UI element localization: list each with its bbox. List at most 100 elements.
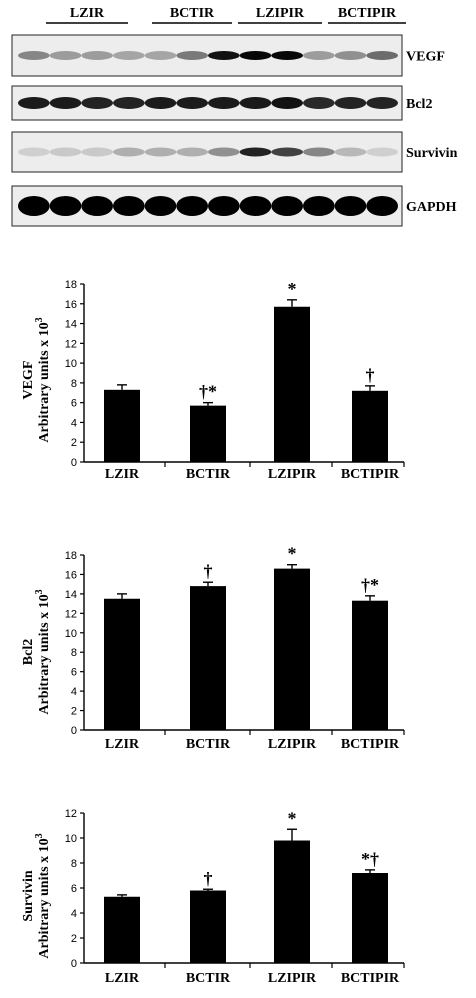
blot-band [271,51,303,60]
significance-label: †* [361,575,379,595]
blot-band [303,147,335,157]
y-tick-label: 4 [71,908,77,920]
y-tick-label: 8 [71,858,77,870]
western-blot-panel: LZIR BCTIR LZIPIR BCTIPIR VEGF Bcl2 Survivin GA… [11,6,458,227]
significance-label: * [288,279,297,299]
chart-panel: 0 2 4 6 8 10 12 14 16 18 LZIR †* BCTIR * LZIPIR † BCTIPI… [21,279,405,482]
y-tick-label: 12 [65,808,77,820]
y-tick-label: 6 [71,667,77,679]
blot-band [81,97,113,109]
chart-panel: 0 2 4 6 8 10 12 LZIR † BCTIR * LZIPIR *† BCTIPIR Survi… [21,808,405,986]
blot-band-label: VEGF [406,50,445,65]
y-axis-title-line2: Arbitrary units x 103 [34,317,52,442]
blot-band [18,147,50,157]
y-tick-label: 10 [65,628,77,640]
blot-band [112,196,145,216]
blot-band [271,97,303,109]
y-tick-label: 10 [65,358,77,370]
bar [104,598,140,730]
significance-label: *† [361,849,379,869]
blot-band [18,97,50,109]
y-tick-label: 16 [65,299,77,311]
blot-band [239,97,272,109]
y-tick-label: 14 [65,319,77,331]
blot-band [81,51,113,60]
blot-band [303,97,335,109]
blot-band [334,147,367,157]
blot-band [208,51,240,60]
y-tick-label: 12 [65,608,77,620]
y-axis-title-line2: Arbitrary units x 103 [34,589,52,714]
y-tick-label: 18 [65,279,77,291]
blot-group-label: LZIPIR [256,6,305,21]
x-tick-label: LZIR [105,737,140,752]
blot-band [144,51,177,60]
blot-band [144,147,177,157]
chart-panel: 0 2 4 6 8 10 12 14 16 18 LZIR † BCTIR * LZIPIR †* BCTIPI… [21,544,405,752]
blot-band [49,97,82,109]
blot-band [112,147,145,157]
blot-band [239,51,272,60]
y-tick-label: 4 [71,417,77,429]
blot-band [112,51,145,60]
y-tick-label: 0 [71,725,77,737]
bar [352,390,388,462]
blot-band [366,147,398,157]
y-tick-label: 14 [65,589,77,601]
blot-band [144,196,177,216]
x-tick-label: BCTIPIR [341,467,400,482]
y-tick-label: 8 [71,647,77,659]
x-tick-label: BCTIR [186,467,231,482]
significance-label: † [204,561,213,581]
y-tick-label: 0 [71,958,77,970]
blot-band [366,97,398,109]
blot-band [176,147,209,157]
y-tick-label: 2 [71,933,77,945]
significance-label: * [288,808,297,828]
significance-label: * [288,544,297,564]
y-tick-label: 18 [65,550,77,562]
blot-band-label: Survivin [406,146,458,161]
blot-band [366,196,398,216]
blot-band [49,147,82,157]
y-tick-label: 2 [71,437,77,449]
significance-label: † [366,365,375,385]
y-tick-label: 12 [65,338,77,350]
bar [190,405,226,462]
blot-band [208,196,240,216]
bar-charts: 024681012141618LZIR†*BCTIR*LZIPIR†BCTIPI… [21,279,405,986]
blot-band [176,97,209,109]
y-tick-label: 10 [65,833,77,845]
bar [274,306,310,462]
blot-band [271,196,303,216]
blot-band [239,147,272,157]
blot-band [303,51,335,60]
bar [352,600,388,730]
blot-band [334,51,367,60]
blot-band [81,196,113,216]
blot-band [176,51,209,60]
significance-label: † [204,868,213,888]
blot-band [271,147,303,157]
blot-band [49,51,82,60]
blot-group-label: LZIR [70,6,105,21]
y-axis-title-line1: Survivin [21,870,36,922]
x-tick-label: BCTIPIR [341,971,400,986]
x-tick-label: BCTIPIR [341,737,400,752]
blot-band [18,51,50,60]
blot-band [366,51,398,60]
x-tick-label: LZIPIR [268,971,317,986]
blot-band [112,97,145,109]
bar [190,890,226,963]
blot-band [208,97,240,109]
y-axis-title: Survivin Arbitrary units x 103 [21,833,52,958]
bar [190,586,226,730]
y-axis-title: VEGF Arbitrary units x 103 [21,317,52,442]
bar [274,840,310,963]
blot-band [81,147,113,157]
blot-band [208,147,240,157]
blot-band-label: Bcl2 [406,97,432,112]
blot-band [18,196,50,216]
x-tick-label: LZIPIR [268,737,317,752]
